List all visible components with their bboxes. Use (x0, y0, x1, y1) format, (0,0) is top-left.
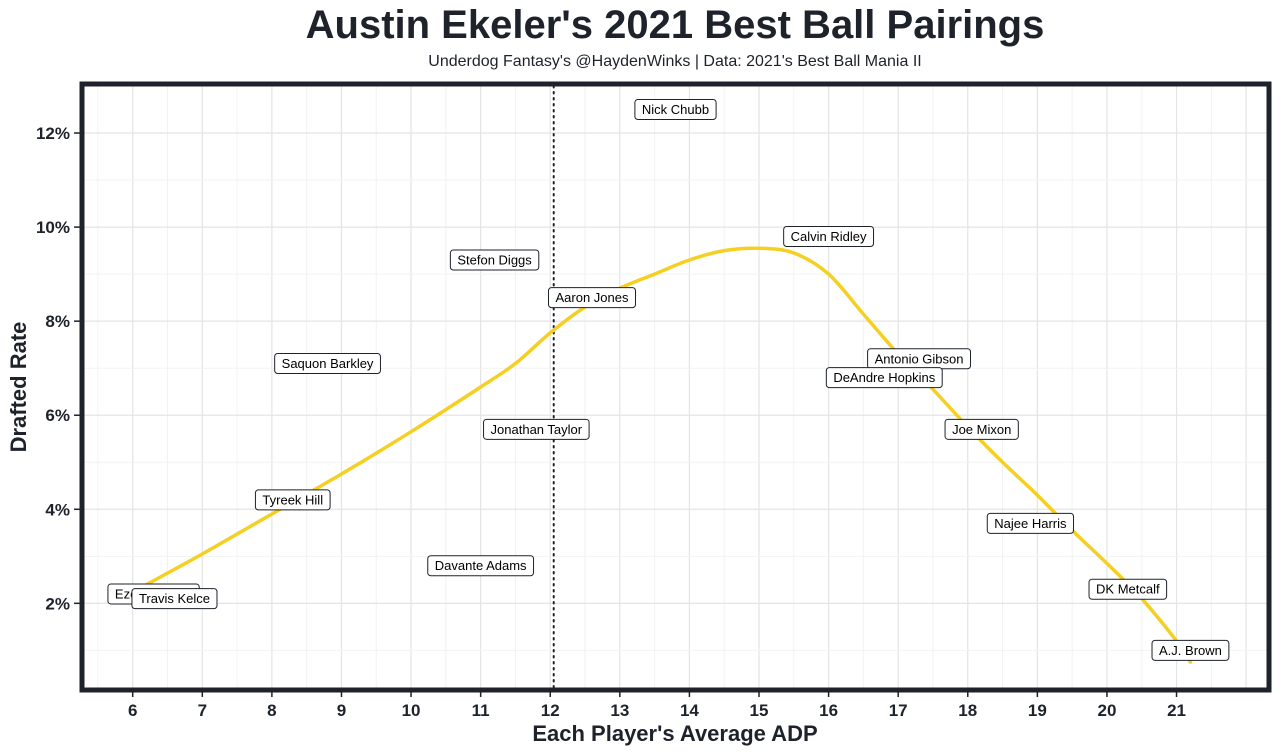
point-label-text: A.J. Brown (1159, 643, 1222, 658)
y-tick-label: 6% (45, 406, 70, 425)
point-label: Travis Kelce (131, 588, 218, 610)
x-tick-label: 6 (128, 701, 137, 720)
y-tick-label: 4% (45, 500, 70, 519)
point-label: Jonathan Taylor (483, 418, 590, 440)
point-label-box (634, 99, 717, 121)
y-tick-label: 10% (36, 218, 70, 237)
x-axis-title: Each Player's Average ADP (532, 721, 817, 746)
point-label-text: Stefon Diggs (457, 253, 532, 268)
x-tick-label: 10 (402, 701, 421, 720)
x-tick-label: 11 (472, 701, 490, 720)
point-label: Davante Adams (427, 555, 535, 577)
point-label: Stefon Diggs (449, 249, 540, 271)
x-tick-label: 13 (610, 701, 629, 720)
point-label-box (1088, 578, 1168, 600)
point-label-text: Joe Mixon (952, 422, 1011, 437)
x-tick-label: 16 (819, 701, 838, 720)
point-label-box (254, 489, 331, 511)
x-tick-label: 21 (1167, 701, 1186, 720)
point-label-text: Antonio Gibson (875, 351, 964, 366)
point-label-text: Davante Adams (435, 558, 527, 573)
point-label-text: Saquon Barkley (282, 356, 374, 371)
x-axis-ticks: 6 7 8 9 10 11 12 13 14 15 16 17 18 19 20 21 (128, 691, 1186, 720)
point-label-box (783, 226, 875, 247)
chart-title: Austin Ekeler's 2021 Best Ball Pairings (306, 3, 1045, 47)
trend-line-group (144, 246, 1193, 664)
trend-line (144, 246, 1193, 664)
point-label: Nick Chubb (634, 99, 717, 121)
x-tick-label: 18 (958, 701, 977, 720)
y-axis-ticks: 2% 4% 6% 8% 10% 12% (36, 124, 80, 613)
point-label: Aaron Jones (547, 287, 636, 309)
x-tick-label: 19 (1028, 701, 1047, 720)
y-tick-label: 8% (45, 312, 70, 331)
point-label-box (944, 418, 1019, 440)
point-labels: Nick Chubb Calvin Ridley Stefon Diggs Aaron… (107, 99, 1230, 661)
point-label-box (131, 588, 218, 610)
point-label: Calvin Ridley (783, 226, 875, 247)
x-tick-label: 8 (267, 701, 276, 720)
point-label-text: Tyreek Hill (262, 492, 323, 507)
point-label: A.J. Brown (1151, 639, 1230, 661)
x-tick-label: 12 (541, 701, 560, 720)
point-label-box (274, 352, 381, 374)
point-label-box (483, 418, 590, 440)
y-tick-label: 2% (45, 594, 70, 613)
point-label-box (547, 287, 636, 309)
x-tick-label: 20 (1097, 701, 1116, 720)
point-label: DeAndre Hopkins (825, 367, 943, 389)
point-label-text: Travis Kelce (139, 591, 210, 606)
point-label: DK Metcalf (1088, 578, 1168, 600)
y-tick-label: 12% (36, 124, 70, 143)
point-label-text: Jonathan Taylor (491, 422, 583, 437)
x-tick-label: 7 (198, 701, 207, 720)
x-tick-label: 17 (889, 701, 908, 720)
point-label: Najee Harris (986, 512, 1075, 534)
x-tick-label: 14 (680, 701, 699, 720)
x-tick-label: 15 (750, 701, 769, 720)
point-label-box (986, 512, 1075, 534)
x-tick-label: 9 (337, 701, 346, 720)
point-label: Antonio Gibson (867, 348, 972, 370)
point-label-box (825, 367, 943, 389)
point-label-text: DK Metcalf (1096, 582, 1160, 597)
y-axis-title: Drafted Rate (6, 322, 31, 453)
point-label-box (427, 555, 535, 577)
point-label: Tyreek Hill (254, 489, 331, 511)
point-label: Saquon Barkley (274, 352, 381, 374)
point-label: Joe Mixon (944, 418, 1019, 440)
point-label-text: DeAndre Hopkins (833, 370, 935, 385)
plot-frame (79, 81, 1272, 693)
point-label-text: Nick Chubb (642, 102, 709, 117)
chart-subtitle: Underdog Fantasy's @HaydenWinks | Data: … (428, 53, 921, 70)
point-label-box (1151, 639, 1230, 661)
point-label-text: Calvin Ridley (791, 229, 867, 244)
point-label-text: Najee Harris (994, 516, 1067, 531)
point-label-text: Aaron Jones (555, 290, 628, 305)
point-label-box (449, 249, 540, 271)
